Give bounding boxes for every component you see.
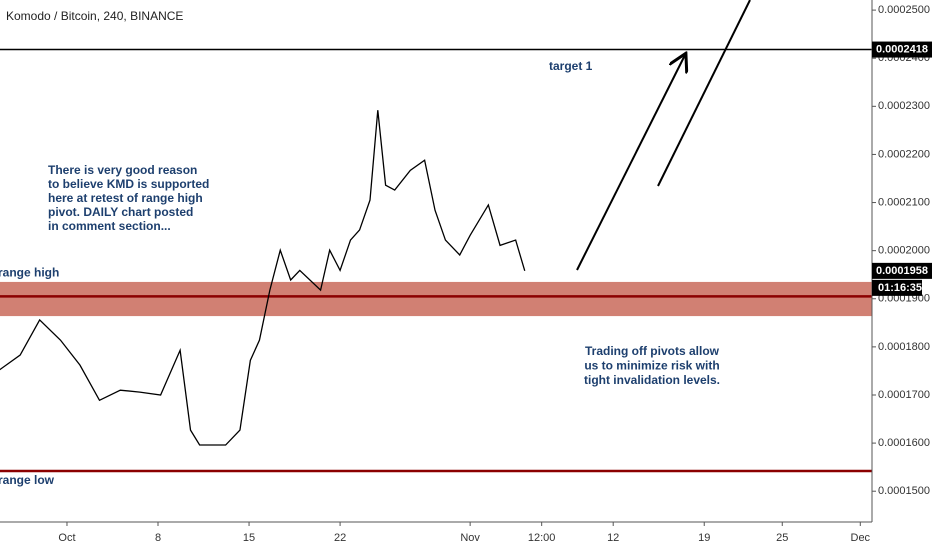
price-tag-label: 0.0001958 [876, 265, 928, 277]
y-tick-label: 0.0002500 [878, 4, 930, 16]
y-tick-label: 0.0002000 [878, 245, 930, 257]
note-text: to believe KMD is supported [48, 177, 209, 191]
range-label: range low [0, 473, 55, 487]
x-tick-label: Nov [460, 532, 480, 544]
y-tick-label: 0.0002400 [878, 52, 930, 64]
x-tick-label: Dec [851, 532, 871, 544]
arrow [576, 55, 685, 271]
price-tag-label: 0.0002418 [876, 43, 928, 55]
x-tick-label: 19 [698, 532, 710, 544]
note-text: in comment section... [48, 219, 171, 233]
x-tick-label: Oct [58, 532, 75, 544]
note-text: tight invalidation levels. [584, 373, 720, 387]
range-label: range high [0, 266, 59, 280]
countdown-label: 01:16:35 [878, 282, 922, 294]
y-tick-label: 0.0002200 [878, 148, 930, 160]
note-text: us to minimize risk with [584, 359, 719, 373]
chart-title: Komodo / Bitcoin, 240, BINANCE [6, 9, 183, 23]
price-tag [872, 41, 932, 58]
price-tag [872, 262, 932, 279]
target-label: target 1 [549, 59, 593, 73]
x-tick-label: 15 [243, 532, 255, 544]
x-tick-label: 12:00 [528, 532, 556, 544]
y-tick-label: 0.0001600 [878, 437, 930, 449]
arrow [657, 0, 751, 187]
note-text: pivot. DAILY chart posted [48, 205, 193, 219]
note-text: here at retest of range high [48, 191, 203, 205]
x-tick-label: 22 [334, 532, 346, 544]
price-line [0, 110, 526, 446]
x-tick-label: 25 [776, 532, 788, 544]
x-tick-label: 12 [607, 532, 619, 544]
range-band [0, 281, 872, 317]
y-tick-label: 0.0001700 [878, 389, 930, 401]
y-tick-label: 0.0002100 [878, 196, 930, 208]
note-text: There is very good reason [48, 163, 197, 177]
note-text: Trading off pivots allow [585, 344, 720, 358]
y-tick-label: 0.0001500 [878, 485, 930, 497]
y-tick-label: 0.0001800 [878, 341, 930, 353]
x-tick-label: 8 [155, 532, 161, 544]
y-tick-label: 0.0002300 [878, 100, 930, 112]
countdown-tag [872, 279, 922, 296]
